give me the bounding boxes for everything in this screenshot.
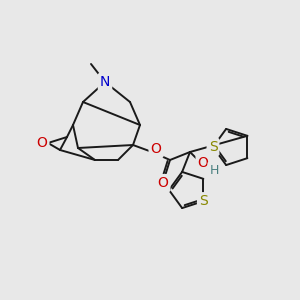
Text: S: S <box>208 140 217 154</box>
Text: O: O <box>151 142 161 156</box>
Text: O: O <box>158 176 168 190</box>
Text: O: O <box>37 136 47 150</box>
Text: N: N <box>100 75 110 89</box>
Text: S: S <box>199 194 208 208</box>
Text: O: O <box>198 156 208 170</box>
Text: H: H <box>209 164 219 176</box>
